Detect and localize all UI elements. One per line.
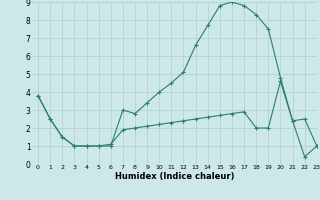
X-axis label: Humidex (Indice chaleur): Humidex (Indice chaleur) [115, 172, 234, 181]
